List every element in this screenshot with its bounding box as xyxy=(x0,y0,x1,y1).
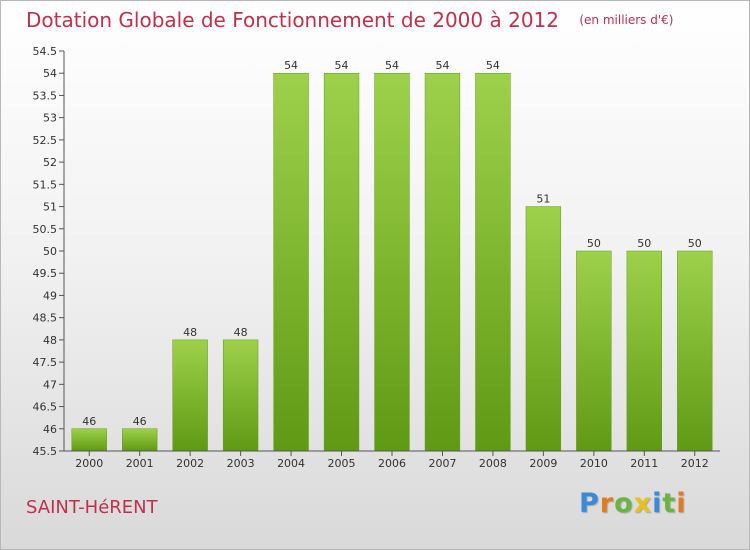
bar-value-label: 51 xyxy=(536,193,550,206)
y-tick-label: 48.5 xyxy=(33,312,58,325)
bar-2008 xyxy=(475,72,511,452)
chart-subtitle: (en milliers d'€) xyxy=(579,13,674,27)
y-tick-label: 53 xyxy=(43,112,57,125)
logo-letter: r xyxy=(599,488,615,519)
bar-value-label: 50 xyxy=(637,237,651,250)
y-tick-label: 49 xyxy=(43,289,57,302)
commune-name: SAINT-HéRENT xyxy=(26,497,158,518)
y-tick-label: 46 xyxy=(43,423,57,436)
bar-2000 xyxy=(71,428,107,452)
bar-value-label: 48 xyxy=(234,326,248,339)
logo-letter: i xyxy=(676,488,687,519)
x-tick-label: 2003 xyxy=(227,457,255,470)
y-tick-label: 51.5 xyxy=(33,178,58,191)
y-tick-label: 46.5 xyxy=(33,401,58,414)
y-tick-label: 48 xyxy=(43,334,57,347)
bar-value-label: 54 xyxy=(284,59,298,72)
x-tick-label: 2000 xyxy=(75,457,103,470)
bar-value-label: 50 xyxy=(688,237,702,250)
x-tick-label: 2011 xyxy=(630,457,658,470)
y-tick-label: 45.5 xyxy=(33,445,58,458)
bar-series: 46 46 48 48 54 54 54 54 54 51 50 50 50 xyxy=(71,59,713,452)
y-tick-label: 50.5 xyxy=(33,223,58,236)
bar-value-label: 54 xyxy=(335,59,349,72)
x-tick-label: 2002 xyxy=(176,457,204,470)
x-tick-label: 2009 xyxy=(529,457,557,470)
x-tick-label: 2010 xyxy=(580,457,608,470)
y-tick-label: 52.5 xyxy=(33,134,58,147)
bar-value-label: 46 xyxy=(82,415,96,428)
logo-letter: x xyxy=(633,488,653,519)
y-tick-label: 47.5 xyxy=(33,356,58,369)
bar-2001 xyxy=(122,428,158,452)
logo-letter: o xyxy=(614,488,634,519)
y-tick-label: 54.5 xyxy=(33,45,58,58)
x-tick-label: 2008 xyxy=(479,457,507,470)
y-tick-label: 50 xyxy=(43,245,57,258)
bar-2012 xyxy=(677,250,713,452)
y-tick-label: 52 xyxy=(43,156,57,169)
bar-value-label: 54 xyxy=(486,59,500,72)
x-tick-label: 2004 xyxy=(277,457,305,470)
y-tick-label: 49.5 xyxy=(33,267,58,280)
proxiti-logo[interactable]: Proxiti xyxy=(579,488,687,519)
x-tick-label: 2005 xyxy=(328,457,356,470)
bar-value-label: 54 xyxy=(435,59,449,72)
bar-2002 xyxy=(172,339,208,452)
bar-2003 xyxy=(222,339,259,452)
bar-value-label: 50 xyxy=(587,237,601,250)
logo-letter: t xyxy=(662,488,677,519)
bar-2009 xyxy=(525,206,562,452)
logo-letter: P xyxy=(579,488,600,519)
bar-2011 xyxy=(626,250,662,452)
y-tick-label: 51 xyxy=(43,201,57,214)
bar-2007 xyxy=(424,72,461,452)
x-tick-label: 2001 xyxy=(126,457,154,470)
y-tick-label: 47 xyxy=(43,378,57,391)
y-tick-label: 53.5 xyxy=(33,89,58,102)
x-tick-label: 2006 xyxy=(378,457,406,470)
y-tick-label: 54 xyxy=(43,67,57,80)
bar-2005 xyxy=(323,72,360,452)
logo-letter: i xyxy=(652,488,663,519)
x-tick-label: 2012 xyxy=(681,457,709,470)
y-axis: 45.5 46 46.5 47 47.5 48 48.5 49 49.5 50 50.5 51 51.5… xyxy=(33,45,65,458)
bar-2004 xyxy=(273,72,309,452)
chart-title: Dotation Globale de Fonctionnement de 20… xyxy=(26,8,673,32)
x-tick-label: 2007 xyxy=(428,457,456,470)
title-text: Dotation Globale de Fonctionnement de 20… xyxy=(26,8,559,32)
bar-2006 xyxy=(374,72,410,452)
bar-value-label: 46 xyxy=(133,415,147,428)
bar-2010 xyxy=(576,250,612,452)
bar-value-label: 54 xyxy=(385,59,399,72)
x-axis: 2000 2001 2002 2003 2004 2005 2006 2007 2008 2009… xyxy=(64,450,720,470)
bar-value-label: 48 xyxy=(183,326,197,339)
